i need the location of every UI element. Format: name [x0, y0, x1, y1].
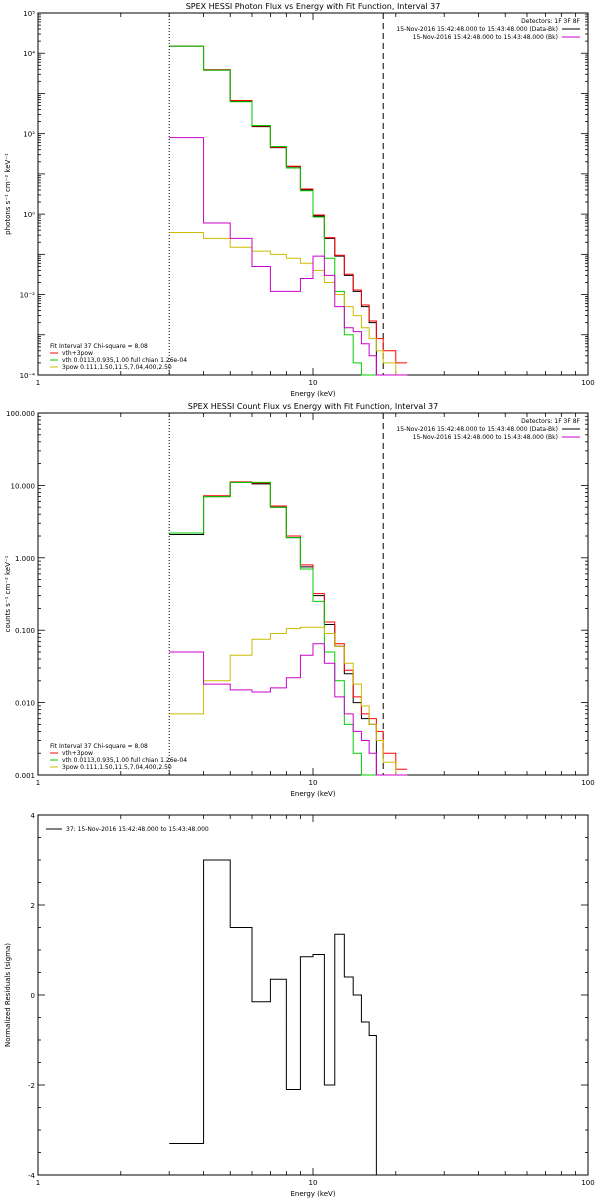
y-tick-label: 100.000	[6, 410, 35, 418]
series-1	[169, 859, 384, 1176]
x-axis-label: Energy (keV)	[290, 790, 335, 798]
y-tick-label: 0.100	[15, 627, 35, 635]
y-tick-label: 1.000	[15, 555, 35, 563]
legend-entry: 3pow 0.111,1.50,11.5,7.04,400,2.50	[62, 364, 172, 371]
series-line	[169, 859, 384, 1176]
legend-entry: vth+3pow	[62, 350, 93, 357]
chart-panel-2: SPEX HESSI Count Flux vs Energy with Fit…	[4, 402, 595, 798]
legend-entry: vth 0.0113,0.935,1.00 full chian 1.26e-0…	[62, 757, 187, 764]
series-4	[169, 231, 408, 376]
legend-entry: 37: 15-Nov-2016 15:42:48.000 to 15:43:48…	[66, 826, 209, 833]
y-tick-label: 10⁻⁴	[20, 372, 36, 380]
axes-frame	[37, 814, 589, 1176]
series-5	[169, 137, 408, 376]
chart-panel-3: 1 10 100 -4 -2 0 2 4 Energy (keV) Normalized Resi…	[4, 812, 595, 1198]
x-tick-label: 100	[581, 1179, 594, 1187]
x-tick-label: 1	[36, 1179, 40, 1187]
series-1	[169, 45, 408, 376]
legend-entry: Detectors: 1F 3F 8F	[521, 18, 580, 25]
series-2	[169, 481, 408, 770]
series-line	[169, 45, 408, 364]
x-tick-label: 10	[309, 379, 318, 387]
y-axis-label: counts s⁻¹ cm⁻² keV⁻¹	[4, 555, 12, 632]
x-tick-label: 10	[309, 779, 318, 787]
y-axis-label: Normalized Residuals (sigma)	[4, 943, 12, 1047]
legend-entry: 15-Nov-2016 15:42:48.000 to 15:43:48.000…	[413, 434, 558, 441]
series-line	[169, 137, 408, 376]
x-tick-label: 100	[581, 379, 594, 387]
y-tick-label: 10⁴	[23, 50, 35, 58]
y-tick-label: 10.000	[11, 482, 36, 490]
chart-title: SPEX HESSI Photon Flux vs Energy with Fi…	[186, 2, 441, 11]
series-5	[169, 643, 408, 776]
x-tick-label: 100	[581, 779, 594, 787]
y-tick-label: -4	[28, 1172, 36, 1180]
y-tick-label: 4	[31, 812, 36, 820]
y-tick-label: 0	[31, 992, 35, 1000]
series-4	[169, 626, 408, 776]
x-tick-label: 1	[36, 779, 40, 787]
legend-entry: Fit Interval 37 Chi-square = 8.08	[50, 343, 148, 350]
chart-title: SPEX HESSI Count Flux vs Energy with Fit…	[188, 402, 439, 411]
x-axis-label: Energy (keV)	[290, 390, 335, 398]
series-3	[169, 481, 408, 776]
legend-entry: vth+3pow	[62, 750, 93, 757]
y-tick-label: 0.001	[15, 772, 35, 780]
series-line	[169, 231, 408, 376]
y-axis-label: photons s⁻¹ cm⁻² keV⁻¹	[4, 153, 12, 235]
x-tick-label: 10	[309, 1179, 318, 1187]
legend-entry: Fit Interval 37 Chi-square = 8.08	[50, 743, 148, 750]
series-3	[169, 45, 408, 376]
y-tick-label: 10⁰	[23, 211, 35, 219]
series-line	[169, 45, 408, 376]
legend-entry: 3pow 0.111,1.50,11.5,7.04,400,2.50	[62, 764, 172, 771]
y-tick-label: 10⁻²	[20, 292, 36, 300]
legend-entry: 15-Nov-2016 15:42:48.000 to 15:43:48.000…	[413, 34, 558, 41]
series-line	[169, 643, 408, 776]
x-tick-label: 1	[36, 379, 40, 387]
series-line	[169, 626, 408, 776]
series-2	[169, 45, 408, 364]
x-axis-label: Energy (keV)	[290, 1190, 335, 1198]
legend-entry: 15-Nov-2016 15:42:48.000 to 15:43:48.000…	[396, 426, 558, 433]
legend-entry: vth 0.0113,0.935,1.00 full chian 1.26e-0…	[62, 357, 187, 364]
series-line	[169, 481, 408, 776]
series-line	[169, 481, 408, 770]
legend-entry: Detectors: 1F 3F 8F	[521, 418, 580, 425]
y-tick-label: 2	[31, 902, 35, 910]
y-tick-label: 10⁵	[23, 10, 35, 18]
y-tick-label: -2	[28, 1082, 35, 1090]
legend-entry: 15-Nov-2016 15:42:48.000 to 15:43:48.000…	[396, 26, 558, 33]
y-tick-label: 10²	[23, 131, 35, 139]
y-tick-label: 0.010	[15, 700, 35, 708]
chart-panel-1: SPEX HESSI Photon Flux vs Energy with Fi…	[4, 2, 595, 398]
series-line	[169, 45, 408, 376]
